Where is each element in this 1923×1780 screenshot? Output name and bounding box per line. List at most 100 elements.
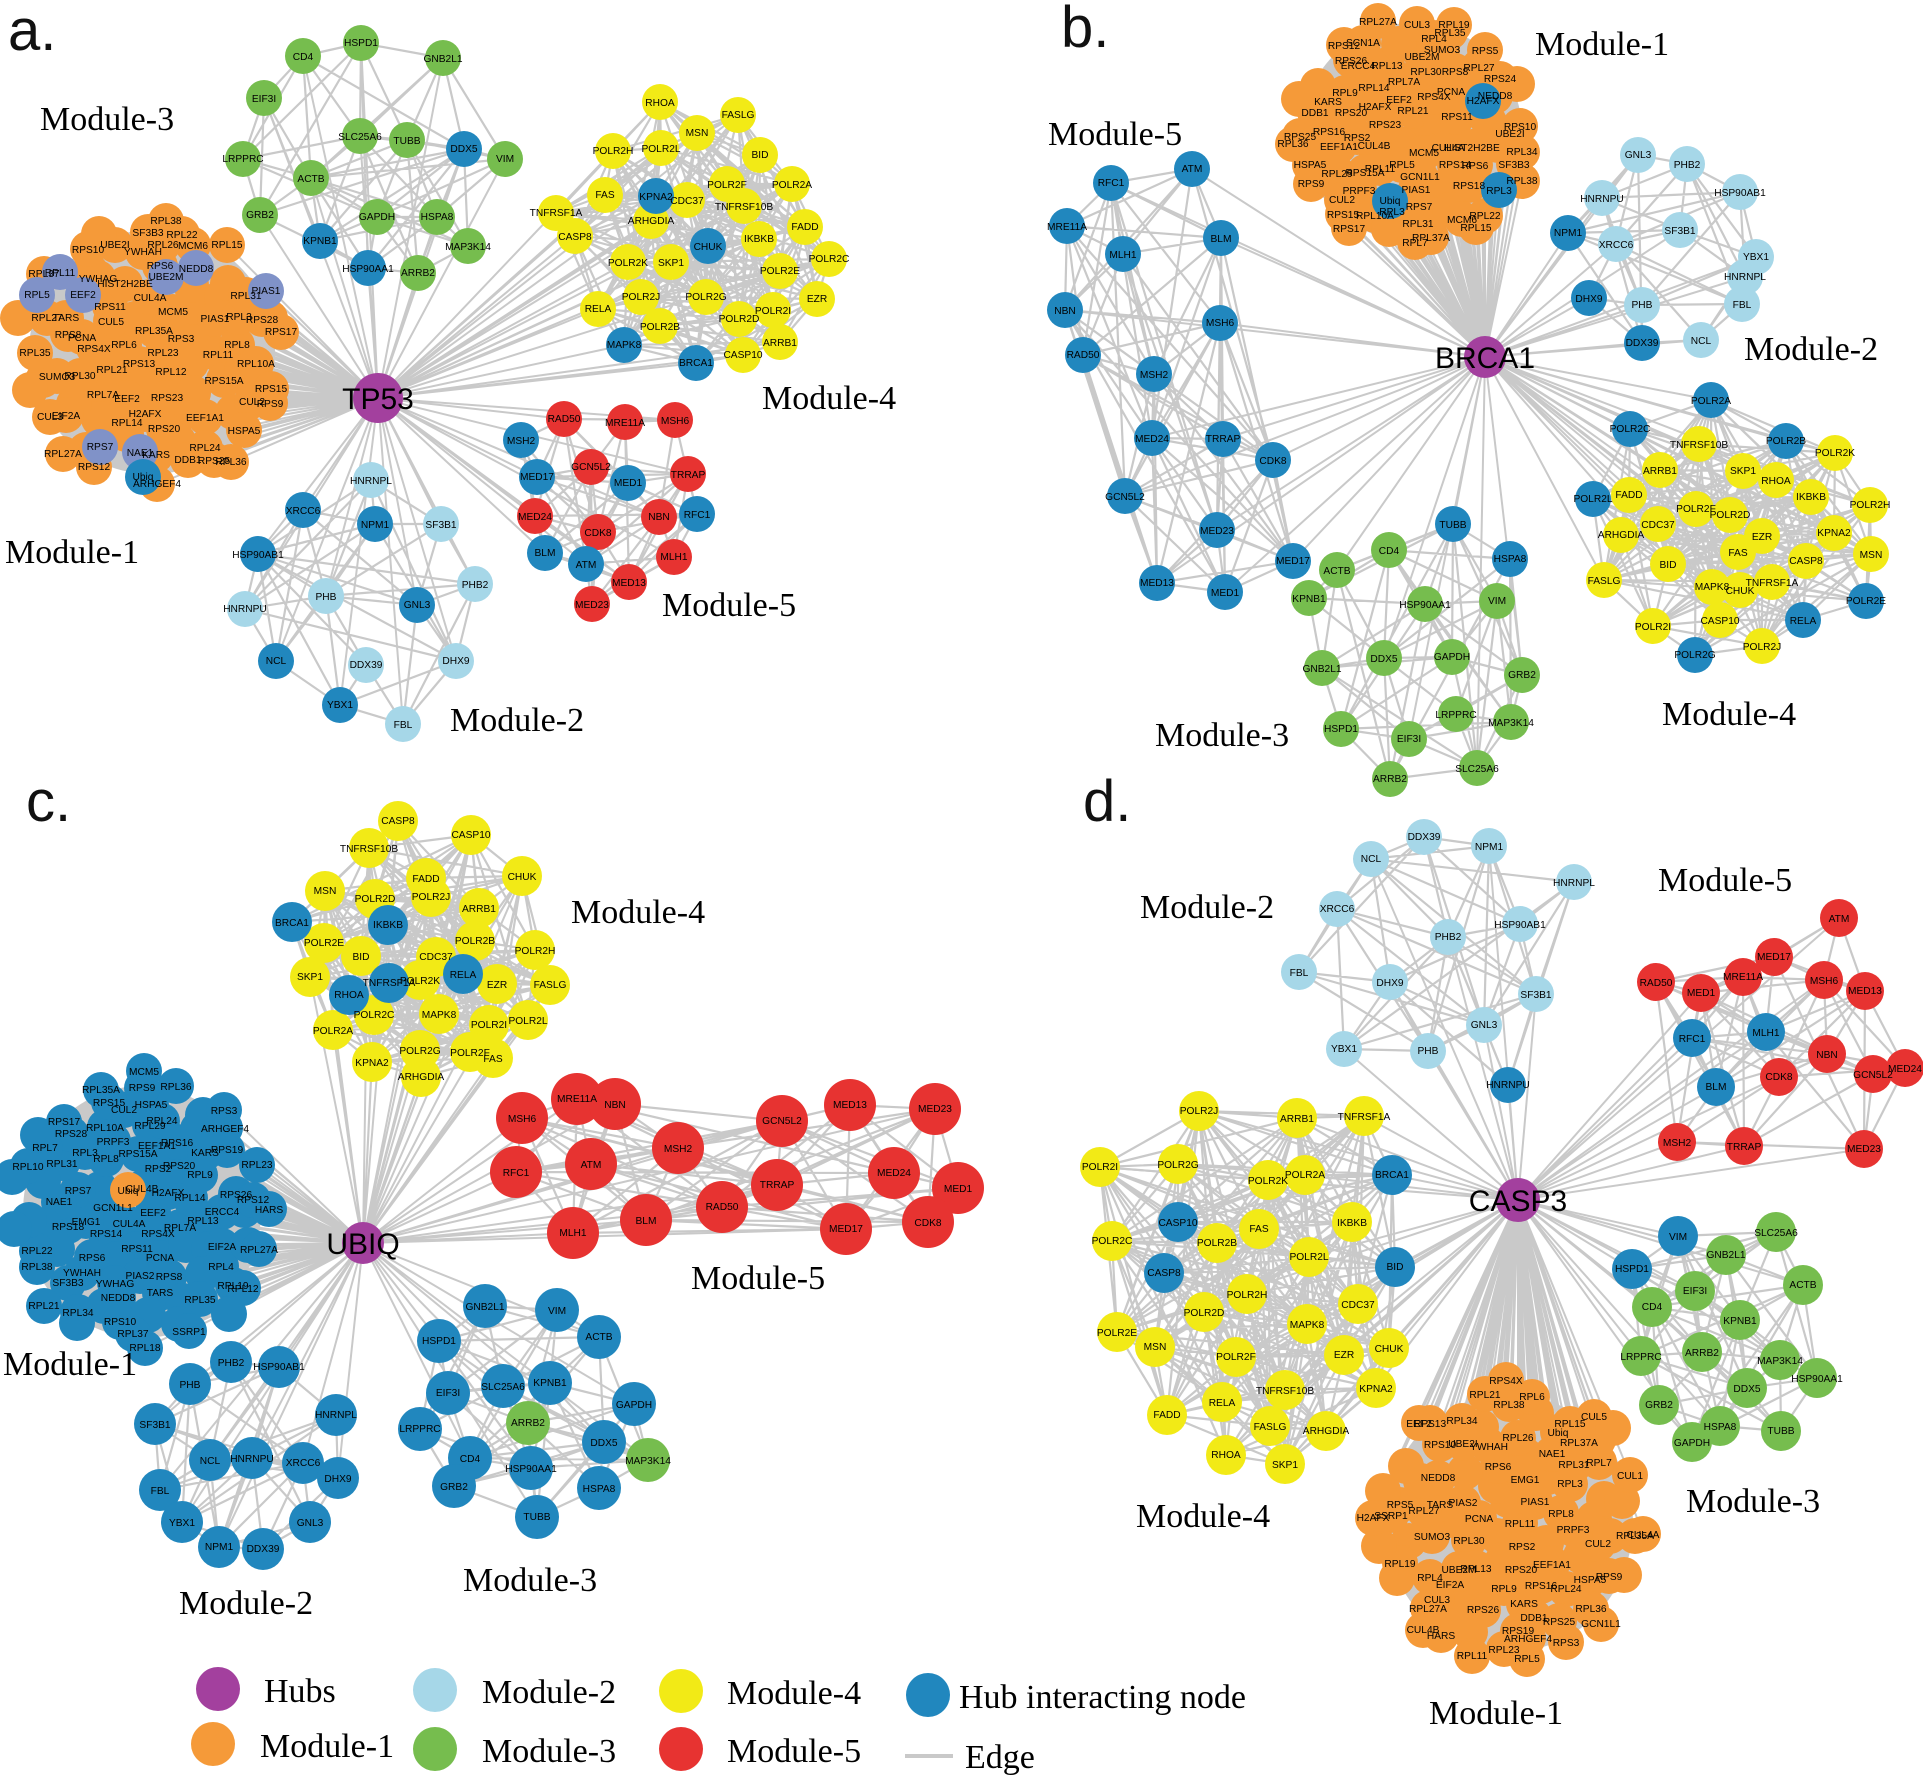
svg-text:RPS9: RPS9 xyxy=(129,1083,156,1094)
svg-text:RPL36: RPL36 xyxy=(215,457,246,468)
svg-text:RPL3: RPL3 xyxy=(72,1148,98,1159)
svg-text:YWHAH: YWHAH xyxy=(63,1268,101,1279)
svg-text:MED13: MED13 xyxy=(1140,578,1174,589)
svg-text:NCL: NCL xyxy=(200,1456,221,1467)
svg-text:RPL14: RPL14 xyxy=(111,418,142,429)
svg-text:DDX39: DDX39 xyxy=(1626,338,1659,349)
svg-text:RPL27A: RPL27A xyxy=(1359,17,1397,28)
svg-text:RPS15: RPS15 xyxy=(1327,210,1360,221)
svg-text:POLR2I: POLR2I xyxy=(1082,1162,1118,1173)
svg-text:RPS14: RPS14 xyxy=(1439,160,1472,171)
svg-text:RHOA: RHOA xyxy=(1761,476,1791,487)
svg-text:FADD: FADD xyxy=(412,874,439,885)
svg-text:GNL3: GNL3 xyxy=(1625,150,1652,161)
svg-text:RPS12: RPS12 xyxy=(237,1195,270,1206)
svg-text:RPL35: RPL35 xyxy=(1434,28,1465,39)
svg-text:PCNA: PCNA xyxy=(146,1253,175,1264)
svg-text:SF3B3: SF3B3 xyxy=(52,1278,83,1289)
svg-text:Module-2: Module-2 xyxy=(1140,889,1274,926)
svg-text:LRPPRC: LRPPRC xyxy=(1435,710,1476,721)
svg-text:SF3B1: SF3B1 xyxy=(1664,226,1695,237)
svg-text:TNFRSF10B: TNFRSF10B xyxy=(1670,440,1729,451)
svg-text:GAPDH: GAPDH xyxy=(1674,1438,1710,1449)
svg-text:RPL21: RPL21 xyxy=(1397,106,1428,117)
svg-text:RPS12: RPS12 xyxy=(78,462,111,473)
svg-text:RPS26: RPS26 xyxy=(220,1190,253,1201)
svg-text:UBE2M: UBE2M xyxy=(148,272,183,283)
svg-text:TRRAP: TRRAP xyxy=(760,1180,795,1191)
svg-text:RPS9: RPS9 xyxy=(257,399,284,410)
svg-text:FASLG: FASLG xyxy=(1588,576,1621,587)
svg-text:POLR2C: POLR2C xyxy=(1610,424,1651,435)
svg-text:ACTB: ACTB xyxy=(297,174,324,185)
svg-text:RPS20: RPS20 xyxy=(163,1161,196,1172)
svg-text:MLH1: MLH1 xyxy=(559,1228,587,1239)
svg-text:EEF2: EEF2 xyxy=(114,394,140,405)
svg-text:MED13: MED13 xyxy=(833,1100,867,1111)
svg-text:NAE1: NAE1 xyxy=(1539,1449,1566,1460)
svg-text:c.: c. xyxy=(26,769,71,834)
svg-text:POLR2H: POLR2H xyxy=(593,146,634,157)
svg-text:POLR2G: POLR2G xyxy=(1674,650,1715,661)
svg-text:MED17: MED17 xyxy=(1276,556,1310,567)
svg-text:HNRNPU: HNRNPU xyxy=(223,604,267,615)
svg-text:BID: BID xyxy=(353,952,370,963)
svg-text:CASP8: CASP8 xyxy=(1789,556,1823,567)
svg-text:HSPA5: HSPA5 xyxy=(1294,160,1327,171)
svg-text:EEF1A1: EEF1A1 xyxy=(186,413,224,424)
svg-text:FADD: FADD xyxy=(791,222,818,233)
svg-text:POLR2J: POLR2J xyxy=(622,292,661,303)
svg-text:EEF1A1: EEF1A1 xyxy=(1320,142,1358,153)
svg-text:RPL35: RPL35 xyxy=(19,348,50,359)
svg-text:RELA: RELA xyxy=(1790,616,1817,627)
svg-text:RPS19: RPS19 xyxy=(211,1145,244,1156)
svg-text:RPL23: RPL23 xyxy=(1488,1645,1519,1656)
svg-text:TNFRSF1A: TNFRSF1A xyxy=(1746,578,1799,589)
svg-text:RPL9: RPL9 xyxy=(1491,1584,1517,1595)
svg-text:RPL11: RPL11 xyxy=(1505,1519,1536,1530)
svg-text:RPS5: RPS5 xyxy=(1472,46,1499,57)
svg-text:HARS: HARS xyxy=(1427,1631,1456,1642)
svg-text:DDB1: DDB1 xyxy=(174,455,202,466)
svg-text:RPL7A: RPL7A xyxy=(1388,77,1420,88)
svg-text:FAS: FAS xyxy=(483,1054,502,1065)
svg-text:RPS28: RPS28 xyxy=(246,315,279,326)
svg-text:VIM: VIM xyxy=(1669,1232,1687,1243)
svg-text:YWHAG: YWHAG xyxy=(79,274,118,285)
svg-text:KPNA2: KPNA2 xyxy=(639,192,673,203)
svg-text:POLR2F: POLR2F xyxy=(707,180,747,191)
svg-text:RPL37: RPL37 xyxy=(117,1329,148,1340)
svg-text:RPS25: RPS25 xyxy=(1543,1617,1576,1628)
svg-text:NPM1: NPM1 xyxy=(1554,228,1583,239)
svg-text:SF3B1: SF3B1 xyxy=(139,1420,170,1431)
svg-text:ATM: ATM xyxy=(1829,914,1850,925)
svg-text:Module-1: Module-1 xyxy=(260,1728,394,1765)
svg-text:ARRB1: ARRB1 xyxy=(1643,466,1677,477)
svg-text:CUL4B: CUL4B xyxy=(1358,141,1391,152)
svg-text:RPS15A: RPS15A xyxy=(118,1149,157,1160)
svg-text:MLH1: MLH1 xyxy=(660,552,688,563)
svg-text:POLR2D: POLR2D xyxy=(355,894,396,905)
svg-text:CASP10: CASP10 xyxy=(451,830,490,841)
svg-text:RPS16: RPS16 xyxy=(161,1138,194,1149)
svg-text:RPL15: RPL15 xyxy=(1554,1419,1585,1430)
svg-text:ERCC4: ERCC4 xyxy=(1341,61,1376,72)
svg-text:RPL38: RPL38 xyxy=(1493,1400,1524,1411)
svg-text:TRRAP: TRRAP xyxy=(671,470,706,481)
svg-text:HSPD1: HSPD1 xyxy=(1324,724,1358,735)
svg-text:SUMO3: SUMO3 xyxy=(1424,45,1461,56)
svg-text:DHX9: DHX9 xyxy=(324,1474,352,1485)
svg-text:TNFRSF1A: TNFRSF1A xyxy=(530,208,583,219)
svg-text:RPS12: RPS12 xyxy=(1328,41,1361,52)
svg-text:RPL7: RPL7 xyxy=(32,1143,58,1154)
svg-text:MED23: MED23 xyxy=(1847,1144,1881,1155)
svg-text:VIM: VIM xyxy=(496,154,514,165)
svg-text:GCN1L1: GCN1L1 xyxy=(93,1203,133,1214)
svg-text:BRCA1: BRCA1 xyxy=(679,358,713,369)
svg-text:LRPPRC: LRPPRC xyxy=(222,154,263,165)
svg-text:HIST2H2BE: HIST2H2BE xyxy=(97,279,153,290)
svg-text:Hub interacting node: Hub interacting node xyxy=(959,1679,1246,1716)
svg-text:RPL14: RPL14 xyxy=(174,1193,205,1204)
svg-text:EIF3I: EIF3I xyxy=(252,94,276,105)
svg-text:Module-5: Module-5 xyxy=(1048,116,1182,153)
